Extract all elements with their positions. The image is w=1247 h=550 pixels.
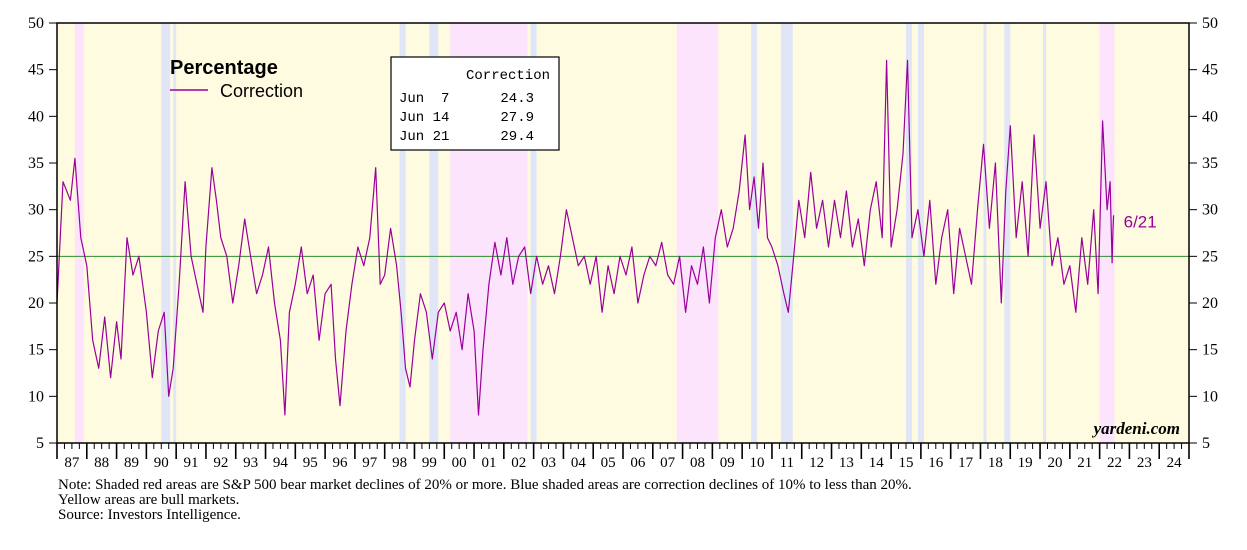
correction-region (530, 23, 537, 443)
x-tick-label: 12 (809, 455, 824, 471)
x-tick-label: 99 (422, 455, 437, 471)
y-tick-label-right: 45 (1202, 62, 1218, 79)
x-tick-label: 97 (362, 455, 378, 471)
correction-region (780, 23, 793, 443)
table-header: Correction (466, 68, 550, 84)
x-tick-label: 07 (660, 455, 676, 471)
table-row-date: Jun 14 (399, 110, 449, 126)
x-tick-label: 95 (303, 455, 318, 471)
bear-region (74, 23, 84, 443)
y-tick-label-right: 20 (1202, 295, 1218, 312)
x-tick-label: 93 (243, 455, 258, 471)
y-tick-label-left: 30 (28, 202, 44, 219)
x-tick-label: 22 (1107, 455, 1122, 471)
series-group (56, 59, 1115, 416)
bear-region (1099, 23, 1115, 443)
y-tick-label-left: 35 (28, 155, 44, 172)
table-rows: Jun 7 24.3 Jun 14 27.9 Jun 21 29.4 (399, 91, 534, 145)
y-tick-label-right: 40 (1202, 108, 1218, 125)
correction-region (399, 23, 406, 443)
correction-region (751, 23, 758, 443)
x-tick-label: 19 (1018, 455, 1033, 471)
last-point-label: 6/21 (1124, 212, 1157, 231)
x-tick-label: 89 (124, 455, 139, 471)
y-tick-label-right: 15 (1202, 342, 1218, 359)
table-row-value: 27.9 (500, 110, 534, 126)
y-tick-label-right: 5 (1202, 435, 1210, 452)
x-tick-label: 18 (988, 455, 1003, 471)
y-tick-label-left: 15 (28, 342, 44, 359)
legend: Percentage Correction (170, 57, 303, 101)
x-tick-label: 01 (481, 455, 496, 471)
x-tick-label: 03 (541, 455, 556, 471)
y-tick-label-left: 45 (28, 62, 44, 79)
y-tick-label-left: 25 (28, 248, 44, 265)
correction-region (906, 23, 912, 443)
y-tick-label-left: 5 (36, 435, 44, 452)
x-tick-label: 05 (601, 455, 616, 471)
x-tick-label: 17 (958, 455, 974, 471)
correction-region (429, 23, 439, 443)
legend-label-correction: Correction (220, 81, 303, 101)
table-row-value: 24.3 (500, 91, 534, 107)
x-tick-label: 16 (928, 455, 944, 471)
x-tick-label: 10 (750, 455, 765, 471)
x-tick-label: 91 (184, 455, 199, 471)
y-axis-left: 5 10 15 20 25 30 35 40 45 50 (28, 15, 57, 452)
x-tick-label: 23 (1137, 455, 1152, 471)
y-tick-label-right: 35 (1202, 155, 1218, 172)
correction-region (173, 23, 177, 443)
series-line-correction (56, 59, 1115, 416)
x-tick-label: 20 (1047, 455, 1062, 471)
x-tick-label: 90 (154, 455, 169, 471)
table-box-frame (390, 56, 560, 151)
correction-region (1004, 23, 1011, 443)
x-tick-label: 14 (869, 455, 885, 471)
bull-region (57, 23, 1189, 443)
notes: Note: Shaded red areas are S&P 500 bear … (58, 478, 1208, 523)
bull-market-shading (57, 23, 1189, 443)
x-tick-label: 06 (630, 455, 646, 471)
x-tick-label: 02 (511, 455, 526, 471)
bear-region (676, 23, 719, 443)
correction-region (1043, 23, 1047, 443)
table-row-date: Jun 7 (399, 91, 449, 107)
note-line-3: Source: Investors Intelligence. (58, 507, 241, 523)
x-tick-label: 04 (571, 455, 587, 471)
x-tick-label: 13 (839, 455, 854, 471)
x-axis: 87 88 89 90 91 92 93 94 95 96 97 98 99 00 01 02 03 04 05 06… (56, 443, 1190, 471)
y-tick-label-left: 50 (28, 15, 44, 32)
x-tick-label: 09 (720, 455, 735, 471)
x-tick-label: 15 (899, 455, 914, 471)
y-tick-label-right: 10 (1202, 388, 1218, 405)
x-tick-label: 94 (273, 455, 289, 471)
correction-region (161, 23, 171, 443)
x-tick-label: 11 (780, 455, 794, 471)
x-tick-label: 92 (213, 455, 228, 471)
y-tick-label-right: 50 (1202, 15, 1218, 32)
x-tick-label: 98 (392, 455, 407, 471)
note-line-1: Note: Shaded red areas are S&P 500 bear … (58, 477, 912, 493)
table-row-value: 29.4 (500, 129, 534, 145)
x-tick-label: 00 (452, 455, 467, 471)
y-tick-label-right: 25 (1202, 248, 1218, 265)
y-tick-label-left: 40 (28, 108, 44, 125)
table-row-date: Jun 21 (399, 129, 449, 145)
y-tick-label-left: 20 (28, 295, 44, 312)
x-tick-label: 96 (333, 455, 349, 471)
y-tick-label-left: 10 (28, 388, 44, 405)
y-tick-label-right: 30 (1202, 202, 1218, 219)
y-axis-right: 5 10 15 20 25 30 35 40 45 50 (1189, 15, 1218, 452)
x-tick-label: 21 (1077, 455, 1092, 471)
note-line-2: Yellow areas are bull markets. (58, 492, 240, 508)
x-tick-label: 88 (94, 455, 109, 471)
x-tick-label: 87 (64, 455, 80, 471)
x-tick-label: 08 (690, 455, 705, 471)
data-table-box: Correction Jun 7 24.3 Jun 14 27.9 Jun 21 29.4 (390, 56, 560, 151)
x-tick-label: 24 (1167, 455, 1183, 471)
watermark: yardeni.com (1092, 419, 1180, 438)
correction-region (983, 23, 987, 443)
legend-title: Percentage (170, 57, 278, 79)
